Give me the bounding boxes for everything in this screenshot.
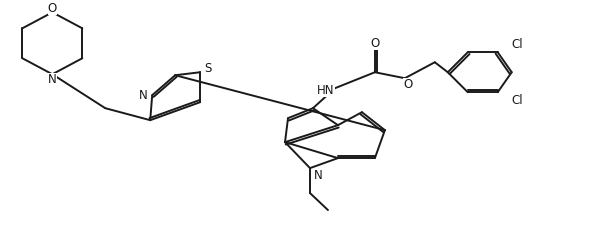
- Text: S: S: [204, 62, 212, 75]
- Text: N: N: [139, 89, 148, 102]
- Text: O: O: [48, 2, 57, 15]
- Text: Cl: Cl: [512, 38, 523, 51]
- Text: N: N: [48, 73, 57, 86]
- Text: HN: HN: [317, 84, 335, 97]
- Text: N: N: [313, 169, 322, 182]
- Text: O: O: [403, 78, 412, 91]
- Text: O: O: [370, 37, 380, 50]
- Text: Cl: Cl: [512, 94, 523, 107]
